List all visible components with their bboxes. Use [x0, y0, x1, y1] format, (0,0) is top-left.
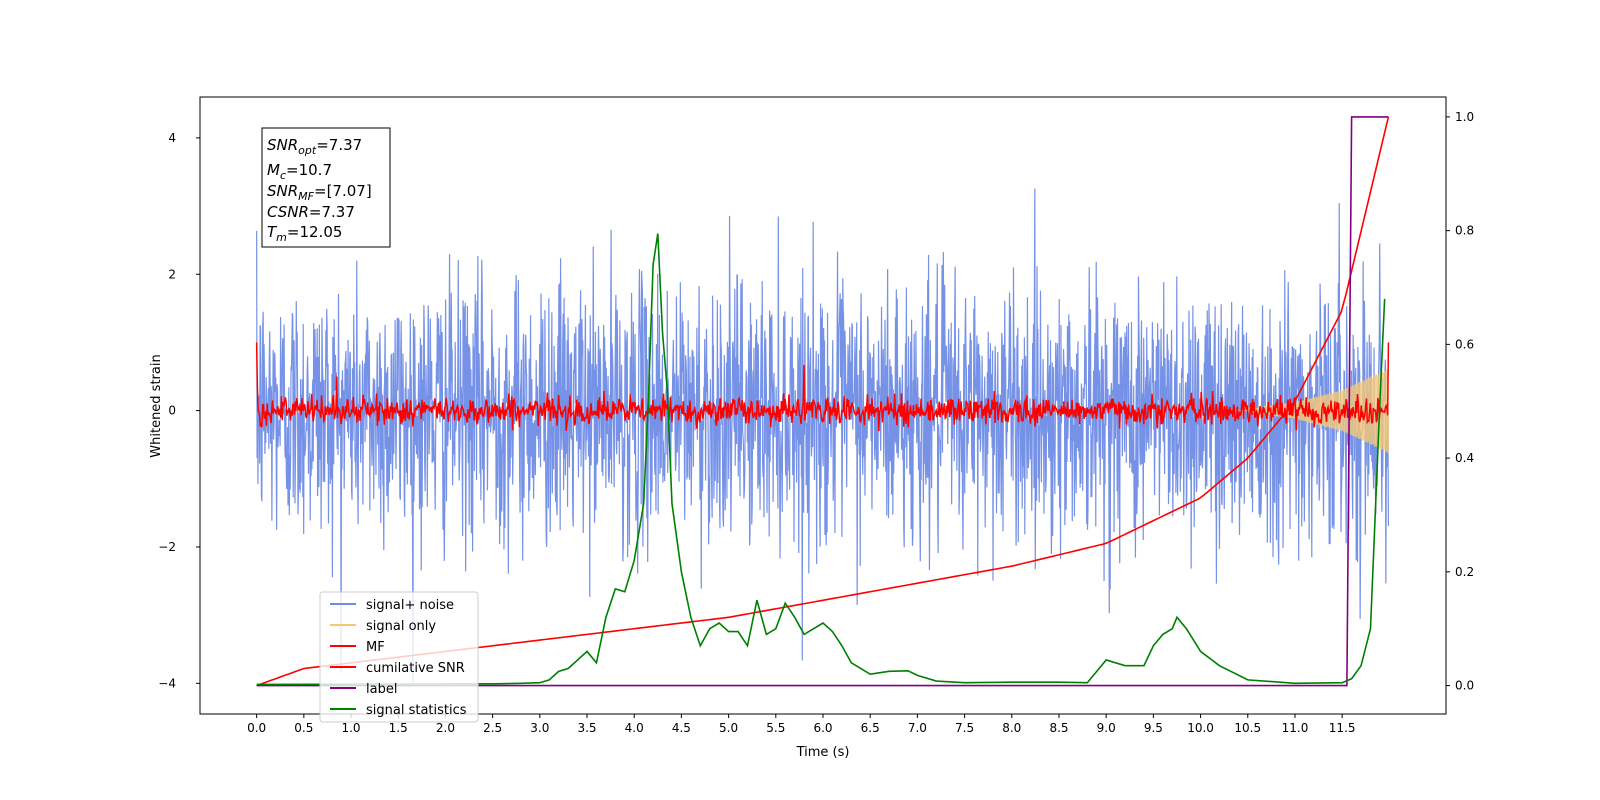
y2-tick-label: 1.0	[1455, 110, 1474, 124]
x-axis-label: Time (s)	[796, 745, 850, 760]
legend-frame	[319, 591, 479, 723]
legend-signal-only: signal only	[330, 619, 436, 634]
x-tick-label: 7.5	[955, 721, 974, 735]
x-tick-label: 4.5	[672, 721, 691, 735]
y-tick-label: −2	[158, 540, 176, 554]
annotation-snr-mf: SNRMF=[7.07]	[267, 182, 372, 203]
y-tick-label: 0	[168, 404, 176, 418]
x-tick-label: 2.0	[436, 721, 455, 735]
x-tick-label: 8.0	[1002, 721, 1021, 735]
annotation-mc: Mc=10.7	[267, 161, 332, 182]
x-tick-label: 9.5	[1144, 721, 1163, 735]
legend: signal+ noise signal only MF cumilative SNR…	[319, 591, 479, 723]
x-tick-label: 5.0	[719, 721, 738, 735]
y-tick-label: −4	[158, 676, 176, 690]
annotation-snr-opt: SNRopt=7.37	[267, 136, 362, 157]
y-axis-right: 1.0 0.8 0.6 0.4 0.2 0.0	[1446, 110, 1474, 693]
x-tick-label: 9.0	[1097, 721, 1116, 735]
x-tick-label: 11.5	[1329, 721, 1356, 735]
x-tick-label: 0.5	[294, 721, 313, 735]
x-tick-label: 10.0	[1187, 721, 1214, 735]
y-axis-label: Whitened strain	[149, 354, 164, 457]
y-axis-left: 4 2 0 −2 −4	[158, 131, 200, 690]
x-tick-label: 1.5	[389, 721, 408, 735]
legend-label-text: label	[366, 682, 397, 697]
x-tick-label: 2.5	[483, 721, 502, 735]
x-tick-label: 6.0	[813, 721, 832, 735]
x-tick-label: 5.5	[766, 721, 785, 735]
legend-label-text: signal statistics	[366, 703, 467, 718]
x-tick-label: 3.5	[577, 721, 596, 735]
x-tick-label: 11.0	[1282, 721, 1309, 735]
legend-cumulative-snr: cumilative SNR	[330, 661, 465, 676]
legend-label-text: signal+ noise	[366, 598, 454, 613]
x-tick-label: 0.0	[247, 721, 266, 735]
x-tick-label: 6.5	[861, 721, 880, 735]
y-tick-label: 2	[168, 267, 176, 281]
legend-signal-statistics: signal statistics	[330, 703, 467, 718]
annotation-frame	[261, 127, 391, 248]
series-mf-line	[255, 342, 1390, 432]
x-tick-label: 1.0	[341, 721, 360, 735]
x-tick-label: 10.5	[1234, 721, 1261, 735]
annotation-box: SNRopt=7.37 Mc=10.7 SNRMF=[7.07] CSNR=7.…	[261, 127, 391, 248]
y2-tick-label: 0.2	[1455, 565, 1474, 579]
y2-tick-label: 0.8	[1455, 224, 1474, 238]
y2-tick-label: 0.6	[1455, 337, 1474, 351]
x-tick-label: 4.0	[625, 721, 644, 735]
legend-label-text: MF	[366, 640, 385, 655]
series-label-line	[256, 116, 1389, 687]
legend-label: label	[330, 682, 397, 697]
legend-signal-noise: signal+ noise	[330, 598, 454, 613]
annotation-csnr: CSNR=7.37	[267, 203, 355, 221]
series-signal-statistics-line	[256, 233, 1386, 686]
x-axis: 0.0 0.5 1.0 1.5 2.0 2.5 3.0 3.5 4.0 4.5 5.0 5.5 6.0 6…	[247, 714, 1356, 735]
x-tick-label: 8.5	[1049, 721, 1068, 735]
x-tick-label: 3.0	[530, 721, 549, 735]
y2-tick-label: 0.4	[1455, 451, 1474, 465]
legend-mf: MF	[330, 640, 385, 655]
legend-items: signal+ noise signal only MF cumilative SNR…	[330, 598, 467, 718]
y-tick-label: 4	[168, 131, 176, 145]
x-tick-label: 7.0	[908, 721, 927, 735]
legend-label-text: signal only	[366, 619, 436, 634]
annotation-tm: Tm=12.05	[267, 223, 342, 244]
y2-tick-label: 0.0	[1455, 679, 1474, 693]
legend-label-text: cumilative SNR	[366, 661, 465, 676]
